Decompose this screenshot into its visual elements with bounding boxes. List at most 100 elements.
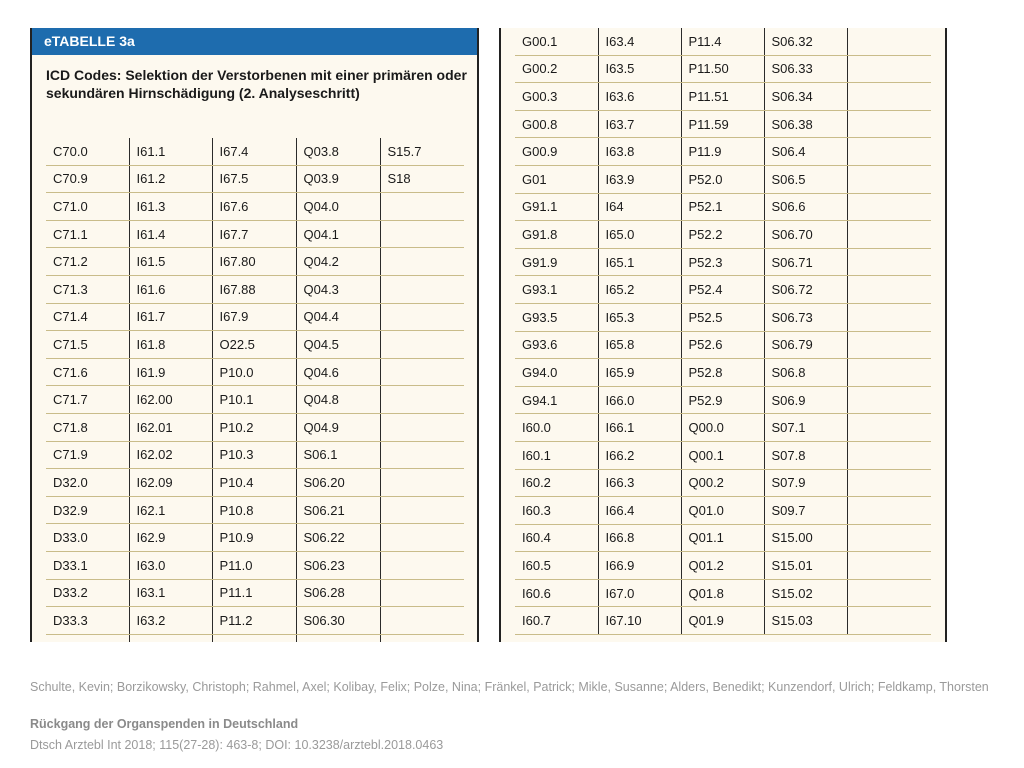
table-cell: P10.4 [212,468,297,497]
table-row: C70.0 I61.1 I67.4 Q03.8 S15.7 [46,138,464,166]
footer-authors: Schulte, Kevin; Borzikowsky, Christoph; … [30,680,989,694]
table-cell: P11.1 [212,579,297,608]
table-cell: I66.3 [598,469,682,498]
table-row: D32.9 I62.1 P10.8 S06.21 [46,496,464,525]
table-cell: S06.6 [764,193,848,222]
table-cell: I67.80 [212,247,297,276]
table-cell: S07.9 [764,469,848,498]
table-cell: G01 [515,165,599,194]
table-row: G91.8 I65.0 P52.2 S06.70 [515,220,931,249]
table-cell [847,551,931,580]
table-cell: P11.59 [681,110,765,139]
table-cell: I63.4 [598,28,682,56]
table-cell [380,220,464,249]
table-cell: S06.72 [764,275,848,304]
table-cell: I60.4 [515,524,599,553]
table-cell: C71.3 [46,275,130,304]
table-cell: I66.9 [598,551,682,580]
table-cell: I67.5 [212,165,297,194]
table-row: I60.0 I66.1 Q00.0 S07.1 [515,413,931,442]
table-row: D33.1 I63.0 P11.0 S06.23 [46,551,464,580]
table-cell [380,523,464,552]
table-row: G93.6 I65.8 P52.6 S06.79 [515,331,931,360]
table-cell [847,248,931,277]
table-cell: Q04.8 [296,385,381,414]
table-cell [380,468,464,497]
table-cell: S06.21 [296,496,381,525]
table-cell: S06.32 [764,28,848,56]
table-cell: G00.1 [515,28,599,56]
table-cell: C71.9 [46,441,130,470]
table-cell: S06.38 [764,110,848,139]
table-cell: P10.3 [212,441,297,470]
table-cell: I61.2 [129,165,213,194]
table-row: G00.9 I63.8 P11.9 S06.4 [515,137,931,166]
table-cell: P52.1 [681,193,765,222]
table-cell: I67.88 [212,275,297,304]
table-cell [380,413,464,442]
table-cell [847,386,931,415]
icd-table-left: C70.0 I61.1 I67.4 Q03.8 S15.7 C70.9 I61.2 I67.5… [46,138,464,642]
table-cell: P52.5 [681,303,765,332]
table-cell: G00.2 [515,55,599,84]
table-cell: I63.9 [598,165,682,194]
table-cell: S18 [380,165,464,194]
table-cell: I65.0 [598,220,682,249]
table-cell: D33.1 [46,551,130,580]
table-cell: C71.4 [46,303,130,332]
table-cell [847,524,931,553]
table-cell: S06.33 [764,55,848,84]
table-cell [380,247,464,276]
table-cell: G94.0 [515,358,599,387]
table-cell [847,137,931,166]
table-cell: D33.3 [46,606,130,635]
table-row: G94.0 I65.9 P52.8 S06.8 [515,358,931,387]
table-cell: I63.0 [129,551,213,580]
table-cell: I65.1 [598,248,682,277]
table-cell [847,331,931,360]
table-cell: S09.7 [764,496,848,525]
table-cell [380,192,464,221]
table-row: I60.5 I66.9 Q01.2 S15.01 [515,551,931,580]
table-row: D33.0 I62.9 P10.9 S06.22 [46,523,464,552]
table-cell [380,385,464,414]
table-cell: Q04.9 [296,413,381,442]
table-cell: Q00.2 [681,469,765,498]
table-cell: C71.0 [46,192,130,221]
table-cell: P10.8 [212,496,297,525]
table-cell: P11.4 [681,28,765,56]
table-cell: Q03.8 [296,138,381,166]
table-cell: I63.3 [129,634,213,642]
table-cell: I63.1 [129,579,213,608]
table-cell: Q01.2 [681,551,765,580]
table-cell: I62.1 [129,496,213,525]
table-cell: G94.1 [515,386,599,415]
table-cell: I67.4 [212,138,297,166]
table-cell: I67.6 [212,192,297,221]
table-cell [847,275,931,304]
table-cell: Q04.2 [296,247,381,276]
table-cell: I60.5 [515,551,599,580]
table-cell: I65.2 [598,275,682,304]
table-row: I60.7 I67.10 Q01.9 S15.03 [515,606,931,636]
table-cell: I67.10 [598,606,682,636]
table-cell: I62.00 [129,385,213,414]
table-cell: I61.5 [129,247,213,276]
table-row: C71.7 I62.00 P10.1 Q04.8 [46,385,464,414]
table-cell: G93.5 [515,303,599,332]
table-cell: S06.4 [764,137,848,166]
table-cell: P52.6 [681,331,765,360]
table-cell: G91.9 [515,248,599,277]
table-title: ICD Codes: Selektion der Verstorbenen mi… [46,66,471,102]
table-cell: I60.3 [515,496,599,525]
table-row: I60.4 I66.8 Q01.1 S15.00 [515,524,931,553]
table-cell: P52.2 [681,220,765,249]
table-cell: Q04.1 [296,220,381,249]
table-cell: P10.1 [212,385,297,414]
table-cell: C71.6 [46,358,130,387]
table-cell: G91.1 [515,193,599,222]
table-cell: S15.00 [764,524,848,553]
table-cell: P11.3 [212,634,297,642]
table-cell: G00.8 [515,110,599,139]
table-cell: I64 [598,193,682,222]
